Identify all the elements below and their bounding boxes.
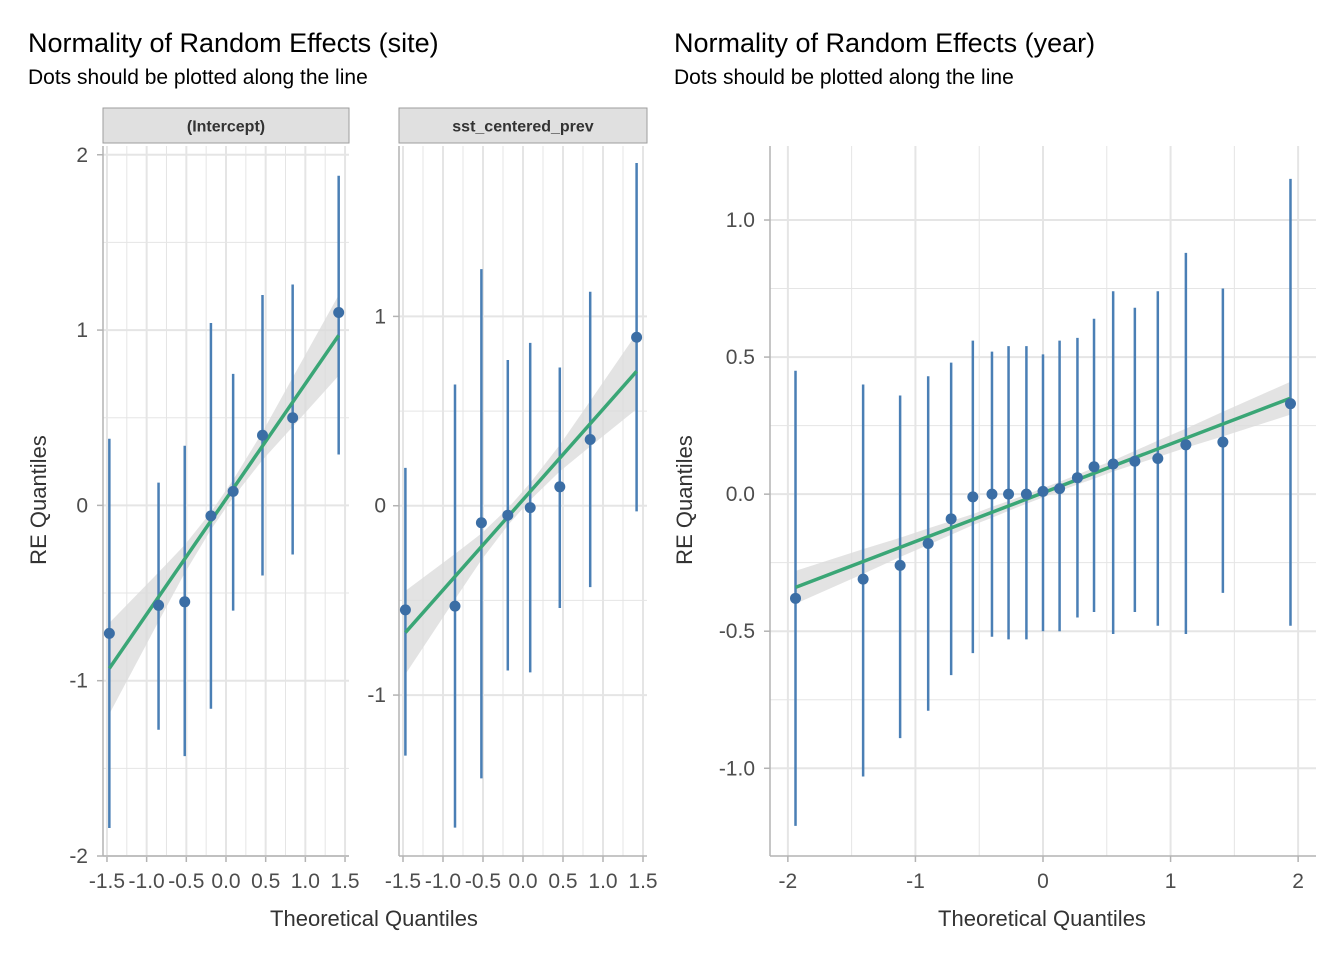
x-tick-label: 0.5 [548, 870, 577, 893]
data-point [922, 537, 934, 549]
data-point [1088, 461, 1100, 473]
data-point [945, 513, 957, 525]
data-point [205, 510, 217, 522]
facet-strip-label: sst_centered_prev [452, 119, 594, 136]
data-point [1217, 436, 1229, 448]
data-point [227, 485, 239, 497]
x-tick-label: -1.0 [425, 870, 461, 893]
data-point [449, 600, 461, 612]
data-point [333, 307, 345, 319]
x-tick-label: 0.0 [211, 870, 240, 893]
y-tick-label: -1 [69, 670, 88, 693]
facet-strip [102, 107, 350, 144]
y-tick-label: 1.0 [726, 209, 755, 232]
fit-line [107, 334, 341, 670]
data-point [1180, 439, 1192, 451]
x-tick-label: 1.0 [291, 870, 320, 893]
y-tick-label: -2 [69, 845, 88, 868]
x-tick-label: 1.0 [588, 870, 617, 893]
x-tick-label: 1.5 [330, 870, 359, 893]
data-point [399, 604, 411, 616]
x-tick-label: -0.5 [465, 870, 501, 893]
x-tick-label: 2 [1292, 870, 1304, 893]
fit-line [404, 370, 638, 634]
y-tick-label: 0.0 [726, 483, 755, 506]
x-tick-label: -1.0 [129, 870, 165, 893]
data-point [287, 412, 299, 424]
y-tick-label: -0.5 [719, 620, 755, 643]
panel-sst-centered-prev: -1.5 -1.0 -0.5 0.0 0.5 1.0 1.5 -1 0 1 sst_centered… [367, 107, 658, 893]
data-point [554, 481, 566, 493]
right-y-axis-title: RE Quantiles [672, 435, 697, 565]
data-point [524, 502, 536, 514]
y-tick-label: -1 [367, 684, 386, 707]
data-point [894, 559, 906, 571]
y-tick-label: 0 [76, 494, 88, 517]
data-point [1054, 483, 1066, 495]
right-title: Normality of Random Effects (year) [674, 28, 1095, 58]
data-point [1284, 398, 1296, 410]
x-tick-label: 0.0 [508, 870, 537, 893]
y-tick-label: 0 [374, 495, 386, 518]
x-tick-label: -2 [779, 870, 798, 893]
x-tick-label: 1.5 [628, 870, 657, 893]
data-point [1020, 488, 1032, 500]
data-point [1071, 472, 1083, 484]
y-tick-label: 1 [76, 319, 88, 342]
data-point [1129, 455, 1141, 467]
data-point [790, 592, 802, 604]
data-point [1152, 453, 1164, 465]
left-subtitle: Dots should be plotted along the line [28, 66, 368, 89]
right-x-axis-title: Theoretical Quantiles [938, 906, 1146, 931]
x-tick-label: -0.5 [168, 870, 204, 893]
data-point [153, 599, 165, 611]
x-tick-label: -1.5 [89, 870, 125, 893]
left-x-axis-title: Theoretical Quantiles [270, 906, 478, 931]
data-point [179, 596, 191, 608]
data-point [584, 433, 596, 445]
right-subtitle: Dots should be plotted along the line [674, 66, 1014, 89]
data-point [1037, 485, 1049, 497]
data-point [986, 488, 998, 500]
data-point [257, 429, 269, 441]
x-tick-label: -1 [906, 870, 925, 893]
left-title: Normality of Random Effects (site) [28, 28, 439, 58]
data-point [967, 491, 979, 503]
x-tick-label: 0.5 [251, 870, 280, 893]
y-tick-label: 0.5 [726, 346, 755, 369]
data-point [1107, 458, 1119, 470]
data-point [475, 517, 487, 529]
panel-intercept: -1.5 -1.0 -0.5 0.0 0.5 1.0 1.5 -2 -1 0 1 2 (Intercep… [69, 107, 360, 893]
data-point [1003, 488, 1015, 500]
facet-strip-label: (Intercept) [187, 119, 265, 136]
x-tick-label: -1.5 [385, 870, 421, 893]
y-tick-label: 1 [374, 305, 386, 328]
data-point [857, 573, 869, 585]
left-y-axis-title: RE Quantiles [26, 435, 51, 565]
data-point [502, 509, 514, 521]
x-tick-label: 1 [1165, 870, 1177, 893]
data-point [631, 331, 643, 343]
y-tick-label: -1.0 [719, 757, 755, 780]
facet-strip [398, 107, 648, 144]
panel-year: -2 -1 0 1 2 -1.0 -0.5 0.0 0.5 1.0 [719, 146, 1316, 893]
y-tick-label: 2 [76, 144, 88, 167]
x-tick-label: 0 [1037, 870, 1049, 893]
data-point [103, 627, 115, 639]
